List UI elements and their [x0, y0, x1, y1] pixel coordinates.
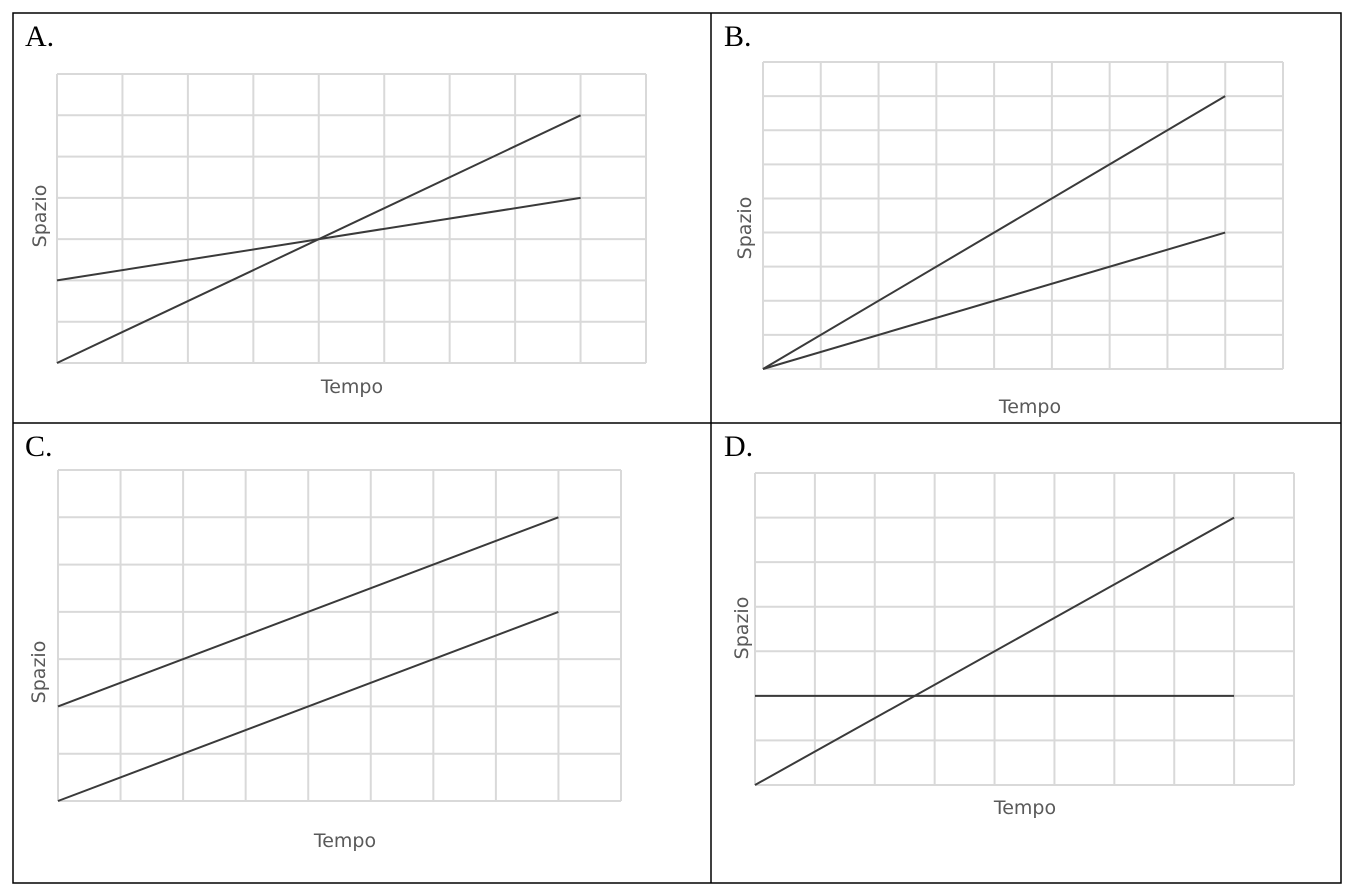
panel-c: C. Tempo Spazio: [25, 430, 622, 852]
x-axis-label: Tempo: [320, 376, 383, 398]
panel-letter: B.: [724, 20, 752, 53]
series-line-2: [56, 196, 581, 282]
y-axis-label: Spazio: [29, 185, 51, 248]
panel-letter: D.: [724, 430, 753, 463]
plot-series: [56, 114, 582, 364]
series-line-2: [57, 610, 559, 802]
plot-series: [57, 516, 559, 802]
x-axis-label: Tempo: [313, 830, 376, 852]
panel-letter: C.: [25, 430, 53, 463]
series-line-1: [57, 516, 559, 708]
series-line-1: [762, 95, 1226, 370]
y-axis-label: Spazio: [731, 597, 753, 660]
x-axis-label: Tempo: [998, 396, 1061, 418]
panel-frame: [12, 12, 1342, 884]
panel-b: B. Tempo Spazio: [724, 20, 1284, 418]
plot-series: [754, 516, 1235, 786]
series-line-2: [762, 231, 1226, 370]
outer-border: [12, 12, 1342, 884]
x-axis-label: Tempo: [993, 797, 1056, 819]
series-line-1: [754, 516, 1235, 786]
panel-a: A. Tempo Spazio: [25, 20, 647, 398]
panel-letter: A.: [25, 20, 54, 53]
plot-grid: [57, 469, 622, 802]
plot-grid: [754, 472, 1295, 786]
panel-d: D. Tempo Spazio: [724, 430, 1295, 819]
plot-grid: [762, 61, 1284, 370]
y-axis-label: Spazio: [734, 197, 756, 260]
y-axis-label: Spazio: [28, 641, 50, 704]
plot-series: [762, 95, 1226, 370]
plot-grid: [56, 73, 647, 364]
